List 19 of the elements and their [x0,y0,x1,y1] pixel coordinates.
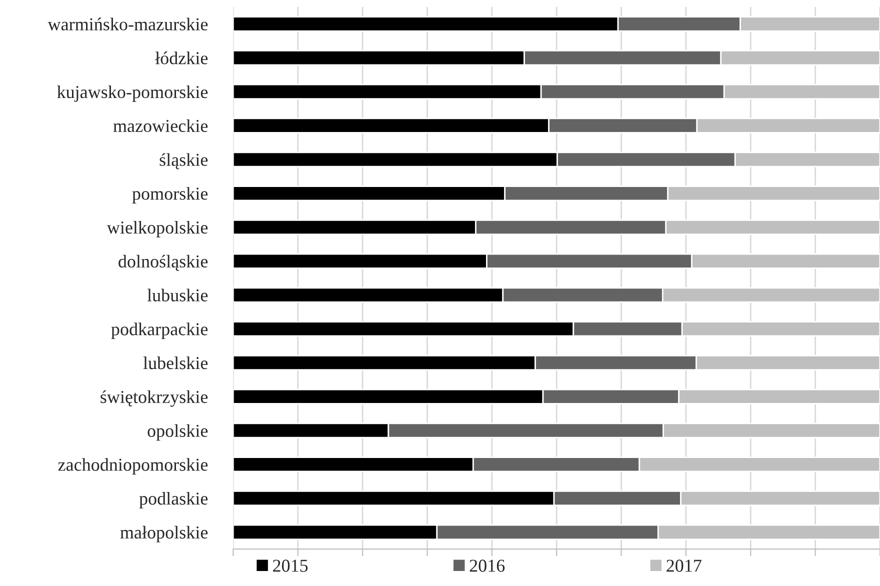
y-tick-label: zachodniopomorskie [58,458,208,474]
legend-label: 2017 [666,560,702,572]
y-tick-label: podkarpackie [111,322,208,339]
legend-label: 2015 [273,560,308,572]
y-tick-label: opolskie [148,424,208,441]
y-tick-label: wielkopolskie [106,220,208,238]
y-tick-label: dolnośląskie [118,254,208,271]
y-tick-label: pomorskie [132,187,208,204]
y-tick-label: warmińsko-mazurskie [48,18,208,30]
y-tick-label: łódzkie [155,52,208,64]
y-tick-label: mazowieckie [113,119,208,132]
legend-label: 2016 [470,560,505,572]
y-tick-label: podlaskie [139,492,208,508]
y-tick-label: lubuskie [147,288,208,302]
y-tick-label: śląskie [160,153,208,170]
y-tick-label: małopolskie [120,526,208,542]
y-tick-label: świętokrzyskie [100,390,208,407]
y-tick-label: kujawsko-pomorskie [57,85,208,102]
y-tick-label: lubelskie [143,356,208,370]
